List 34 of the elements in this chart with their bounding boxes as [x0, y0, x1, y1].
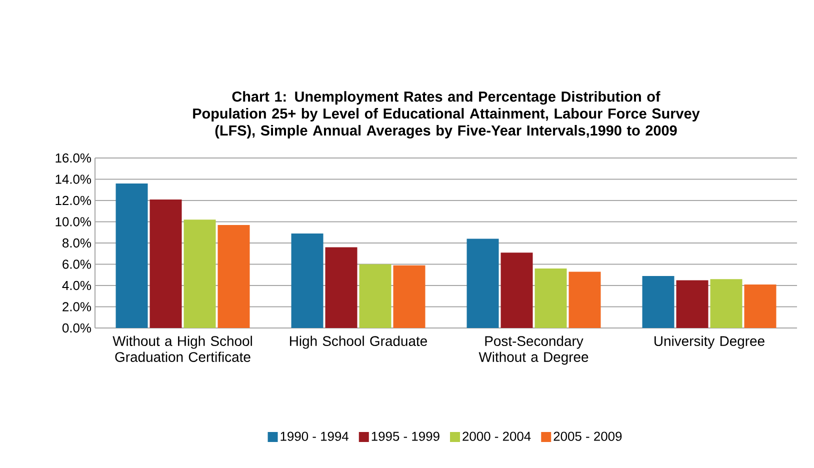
- y-tick-label: 12.0%: [56, 196, 92, 206]
- x-tick-label: University Degree: [654, 336, 764, 349]
- y-tick-label: 2.0%: [62, 302, 92, 312]
- bar: [500, 252, 533, 328]
- bar: [466, 238, 499, 328]
- bar: [534, 268, 567, 328]
- bar: [325, 247, 358, 328]
- y-tick-label: 16.0%: [56, 153, 92, 163]
- x-tick-label: Post-Secondary Without a Degree: [478, 336, 588, 365]
- bar: [184, 220, 216, 328]
- bar: [676, 280, 708, 328]
- y-tick-label: 6.0%: [62, 260, 92, 269]
- chart-title: Chart 1: Unemployment Rates and Percentage Distribution of Population 25+ by Level of Educational Attainment, Labour Force Survey (LFS), Simple Annual Averages by Five-Year Intervals,1990 to 2009: [193, 91, 700, 138]
- y-tick-label: 0.0%: [62, 323, 92, 333]
- bar: [744, 284, 776, 328]
- bar: [116, 184, 148, 328]
- y-tick-label: 4.0%: [62, 280, 92, 290]
- bar: [150, 199, 182, 328]
- x-tick-label: High School Graduate: [290, 336, 427, 349]
- legend-label: 2000 - 2004: [462, 432, 531, 441]
- y-tick-label: 8.0%: [62, 238, 92, 248]
- legend-label: 2005 - 2009: [554, 432, 622, 441]
- legend-label: 1990 - 1994: [280, 432, 348, 441]
- y-tick-label: 10.0%: [56, 217, 92, 226]
- bar: [291, 233, 324, 328]
- bar: [393, 265, 426, 328]
- bar: [568, 272, 601, 328]
- bar: [218, 224, 250, 328]
- x-tick-label: Without a High School Graduation Certificate: [112, 336, 252, 362]
- y-tick-label: 14.0%: [56, 174, 92, 184]
- bar: [642, 276, 674, 328]
- bar: [710, 279, 742, 328]
- legend-label: 1995 - 1999: [372, 432, 440, 441]
- bar: [359, 264, 392, 328]
